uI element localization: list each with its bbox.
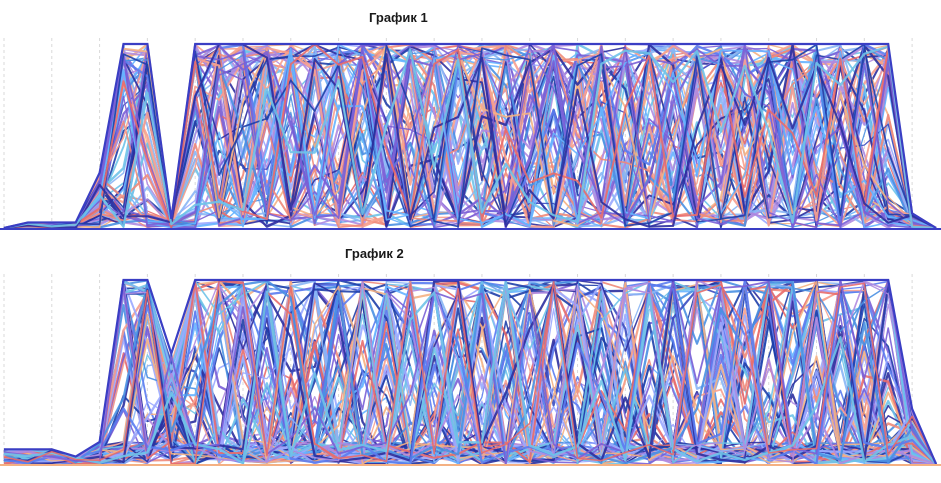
series-line (3, 43, 937, 229)
series-line (3, 279, 937, 466)
series-line (3, 279, 938, 465)
series-line (3, 280, 937, 465)
series-line (3, 279, 937, 465)
chart-2-title: График 2 (345, 246, 404, 261)
series-line-max (3, 42, 937, 230)
series-line (3, 280, 937, 465)
series-line (3, 43, 937, 229)
series-line (3, 279, 937, 465)
series-line-max (4, 278, 938, 465)
series-line (3, 42, 937, 230)
chart-2-plot (0, 274, 941, 466)
series-line (3, 280, 937, 465)
chart-1-plot (0, 38, 941, 230)
series-line (3, 279, 937, 465)
chart-1-title: График 1 (369, 10, 428, 25)
series-line (3, 45, 937, 230)
